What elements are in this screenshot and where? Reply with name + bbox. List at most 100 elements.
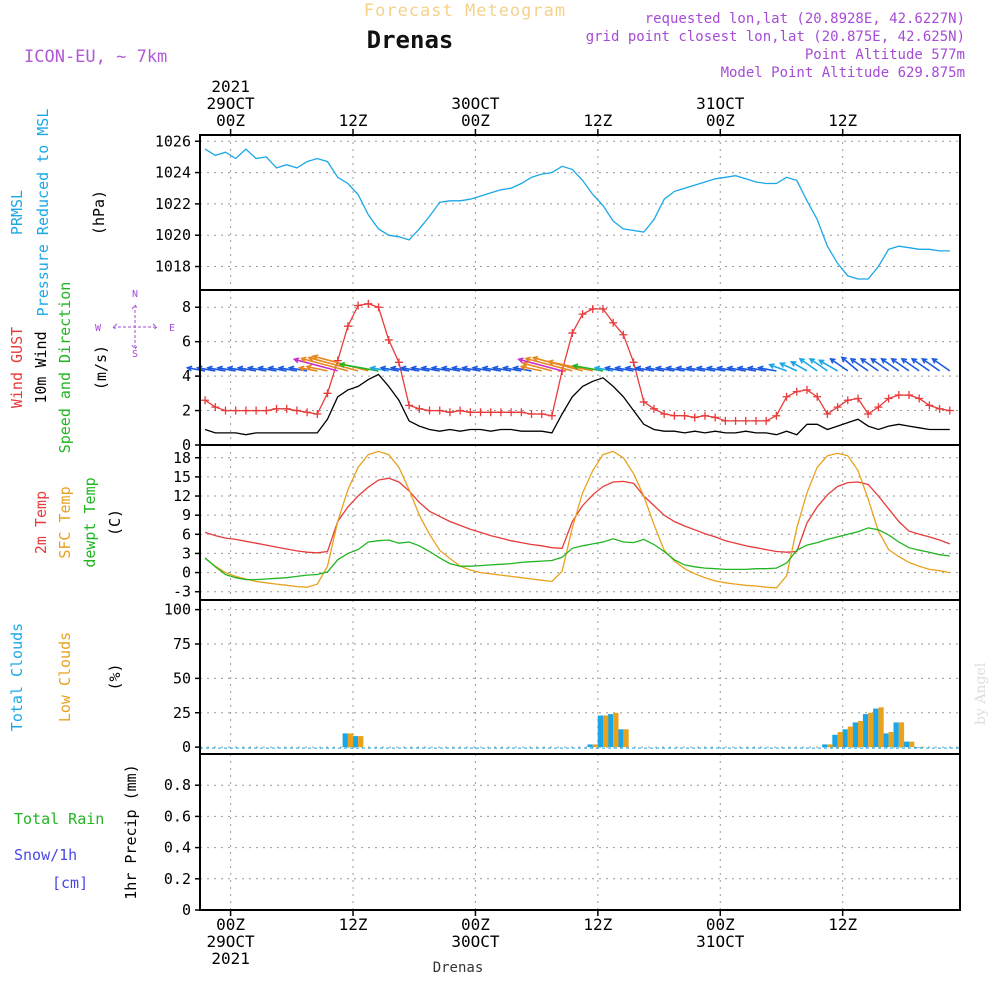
low-cloud-bar [592, 744, 599, 748]
wind-direction-arrow [890, 357, 910, 372]
wind-direction-arrow [768, 363, 787, 372]
chart-title: Forecast Meteogram [364, 1, 566, 21]
wind-direction-arrow [307, 355, 359, 372]
wind-direction-arrow [685, 365, 706, 372]
gust-marker [629, 358, 638, 367]
wind-direction-arrow [287, 365, 308, 372]
y-tick-label: 15 [173, 468, 191, 486]
wind-direction-arrow [695, 365, 716, 372]
gust-marker [772, 411, 781, 420]
gust-marker [843, 396, 852, 405]
gust-marker [547, 411, 556, 420]
time-label-bottom: 00Z [461, 915, 490, 934]
time-label-bottom: 12Z [828, 915, 857, 934]
time-label-bottom: 00Z [216, 915, 245, 934]
axis-label: SFC Temp [56, 486, 74, 558]
low-cloud-bar [898, 722, 905, 748]
compass-n: N [132, 289, 138, 300]
y-tick-label: 18 [173, 449, 191, 467]
wind-direction-arrow [512, 365, 532, 372]
gust-marker [700, 411, 709, 420]
axis-label: Pressure Reduced to MSL [34, 109, 52, 317]
gust-marker [731, 416, 740, 425]
y-tick-label: 25 [173, 704, 191, 722]
gust-marker [660, 410, 669, 418]
gust-marker [476, 408, 485, 417]
gust-marker [588, 304, 597, 313]
compass-w: W [95, 323, 102, 334]
gust-marker [496, 408, 505, 417]
gust-marker [272, 404, 281, 413]
wind-direction-arrow [226, 365, 247, 372]
gust-marker [384, 335, 393, 344]
y-tick-label: 2 [182, 402, 191, 420]
total-cloud-bar [842, 729, 848, 748]
wind-direction-arrow [517, 357, 563, 372]
gust-marker [323, 389, 332, 398]
low-cloud-bar [847, 726, 854, 748]
y-tick-label: 100 [164, 601, 191, 619]
y-tick-label: 0.6 [164, 807, 191, 825]
gust-marker [945, 406, 954, 415]
wind-direction-arrow [654, 365, 675, 372]
y-tick-label: 9 [182, 506, 191, 524]
wind-direction-arrow [257, 365, 277, 372]
gust-marker [762, 416, 771, 425]
wind-direction-arrow [756, 365, 777, 372]
y-tick-label: 6 [182, 525, 191, 543]
time-label-top: 12Z [339, 111, 368, 130]
wind-direction-arrow [880, 357, 900, 372]
gust-marker [823, 410, 832, 418]
axis-label: 1hr Precip (mm) [122, 764, 140, 899]
gust-marker [221, 406, 230, 415]
low-cloud-bar [347, 733, 354, 748]
series-line-wind-gust [204, 303, 950, 422]
wind-direction-arrow [185, 365, 206, 372]
gust-marker [364, 299, 373, 308]
wind-direction-arrow [292, 357, 338, 372]
y-tick-label: 50 [173, 669, 191, 687]
wind-direction-arrow [246, 365, 267, 372]
gust-marker [619, 330, 628, 339]
y-tick-label: 0 [182, 436, 191, 454]
gust-marker [405, 401, 414, 410]
wind-direction-arrow [305, 364, 328, 372]
gust-marker [313, 410, 322, 418]
gust-marker [782, 392, 791, 401]
gust-marker [282, 404, 291, 413]
time-label-bottom: 12Z [583, 915, 612, 934]
gust-marker [303, 408, 312, 417]
y-tick-label: 1020 [155, 226, 191, 244]
time-label-top: 31OCT [696, 94, 745, 113]
time-label-top: 2021 [211, 77, 250, 96]
wind-direction-arrow [665, 365, 685, 372]
wind-direction-arrow [849, 357, 869, 372]
low-cloud-bar [613, 712, 619, 748]
gust-marker [374, 303, 383, 312]
gust-marker [486, 408, 495, 417]
wind-direction-arrow [277, 365, 298, 372]
low-cloud-bar [623, 729, 629, 748]
wind-direction-arrow [389, 365, 410, 372]
y-tick-label: 0 [182, 738, 191, 756]
wind-direction-arrow [644, 365, 665, 372]
axis-label: Wind GUST [8, 327, 26, 408]
total-cloud-bar [607, 714, 614, 748]
gust-marker [802, 385, 811, 394]
time-label-bottom: 00Z [706, 915, 735, 934]
total-cloud-bar [822, 744, 828, 748]
time-label-top: 12Z [828, 111, 857, 130]
wind-direction-arrow [675, 365, 695, 372]
gust-marker [211, 403, 220, 412]
wind-direction-arrow [736, 365, 757, 372]
gust-marker [690, 413, 699, 422]
gust-marker [874, 403, 883, 412]
wind-direction-arrow [921, 357, 941, 372]
total-cloud-bar [903, 741, 909, 748]
location-name: Drenas [367, 26, 454, 54]
wind-direction-arrow [410, 365, 430, 372]
wind-direction-arrow [450, 365, 471, 372]
